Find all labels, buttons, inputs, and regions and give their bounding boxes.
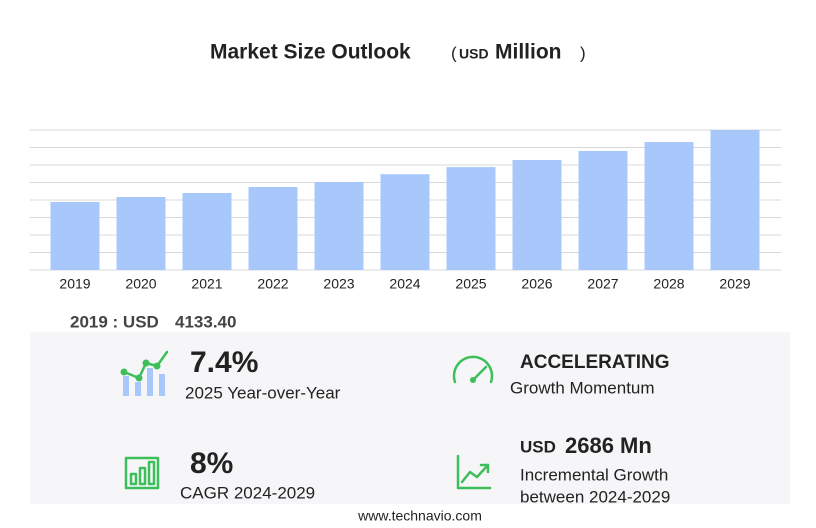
kpi-label: 2025 Year-over-Year <box>185 383 341 402</box>
chart-title: Market Size Outlook ( USD Million ) <box>210 41 586 64</box>
kpi-value: ACCELERATING <box>520 352 670 373</box>
bar <box>50 201 100 270</box>
kpi-value: 2686 Mn <box>565 433 652 458</box>
icon-growth <box>456 454 492 490</box>
unit-name: Million <box>495 41 562 64</box>
bar <box>512 159 562 270</box>
bar <box>578 150 628 270</box>
kpi-label: CAGR 2024-2029 <box>180 483 315 502</box>
x-tick-label: 2028 <box>653 276 684 292</box>
kpi-label: Incremental Growth <box>520 465 668 484</box>
bar <box>644 141 694 270</box>
bar <box>314 181 364 270</box>
x-tick-label: 2029 <box>719 276 750 292</box>
x-tick-label: 2023 <box>323 276 354 292</box>
bar <box>116 196 166 270</box>
kpi-currency: USD <box>520 437 556 456</box>
icon-gauge <box>452 355 494 384</box>
bar <box>248 186 298 270</box>
x-tick-label: 2020 <box>125 276 156 292</box>
bar <box>446 167 496 270</box>
unit-open: ( <box>451 43 457 62</box>
x-tick-label: 2024 <box>389 276 420 292</box>
kpi-label: Growth Momentum <box>510 378 655 397</box>
kpi-value: 7.4% <box>190 346 258 379</box>
summary-value: 4133.40 <box>175 312 236 331</box>
title: Market Size Outlook <box>210 41 411 64</box>
x-tick-label: 2025 <box>455 276 486 292</box>
bar <box>710 130 760 270</box>
kpi-value: 8% <box>190 447 233 480</box>
unit-currency: USD <box>459 46 489 62</box>
icon-yoy <box>120 350 169 396</box>
bar <box>182 192 232 270</box>
x-tick-label: 2026 <box>521 276 552 292</box>
icon-cagr <box>124 456 160 490</box>
x-tick-label: 2027 <box>587 276 618 292</box>
kpi-panel <box>30 332 790 504</box>
x-tick-label: 2021 <box>191 276 222 292</box>
x-tick-label: 2022 <box>257 276 288 292</box>
x-tick-label: 2019 <box>59 276 90 292</box>
plot: 2019 2020 2021 2022 2023 2024 2025 2026 2027 2028… <box>50 130 760 292</box>
unit-close: ) <box>580 43 586 62</box>
summary-label: 2019 : USD <box>70 312 159 331</box>
footer: www.technavio.com <box>357 508 482 524</box>
kpi-label: between 2024-2029 <box>520 487 670 506</box>
bar <box>380 174 430 270</box>
